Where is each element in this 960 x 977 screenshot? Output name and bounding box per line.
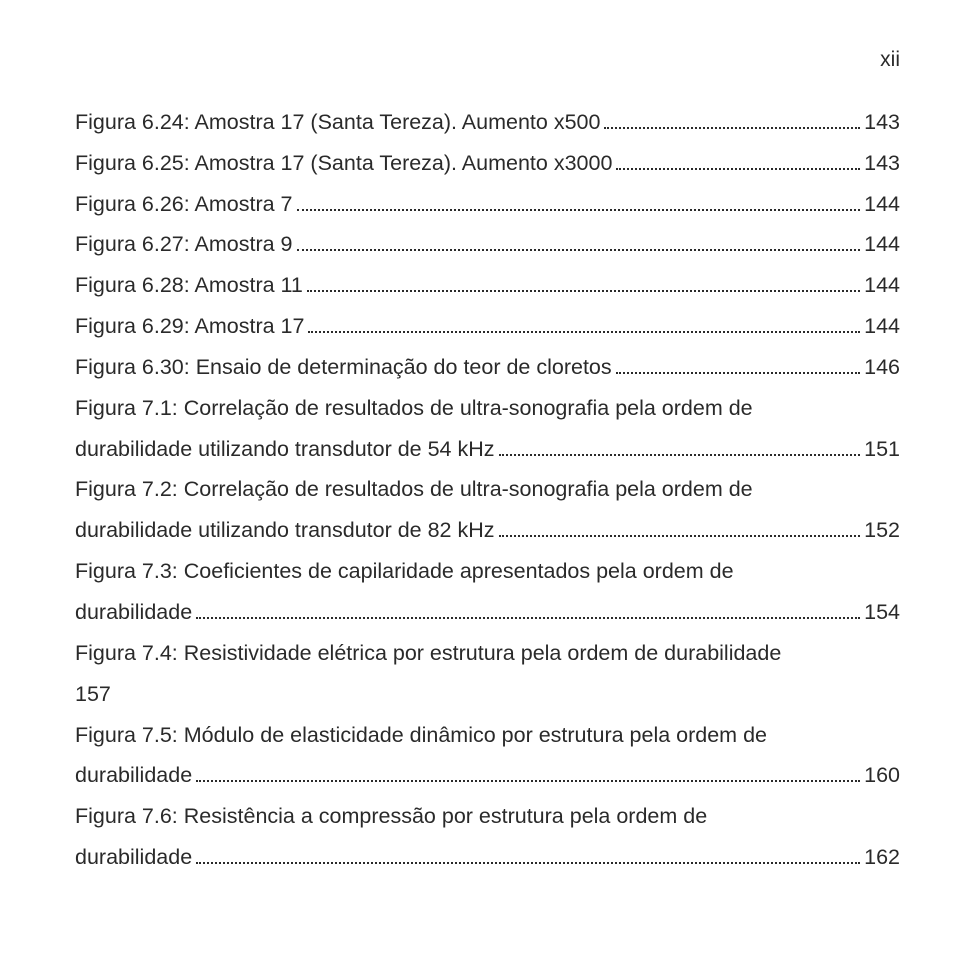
table-of-contents: Figura 6.24: Amostra 17 (Santa Tereza). … <box>75 102 900 878</box>
toc-title: Figura 6.29: Amostra 17 <box>75 306 304 347</box>
toc-leader-dots <box>297 234 861 251</box>
page-number: xii <box>75 40 900 80</box>
toc-entry: Figura 6.30: Ensaio de determinação do t… <box>75 347 900 388</box>
toc-page-number: 143 <box>864 102 900 143</box>
toc-title: Figura 6.30: Ensaio de determinação do t… <box>75 347 612 388</box>
toc-leader-dots <box>308 316 860 333</box>
toc-title-line2: durabilidade <box>75 837 192 878</box>
toc-leader-dots <box>499 520 861 537</box>
toc-page-number: 144 <box>864 184 900 225</box>
toc-title-line1: Figura 7.4: Resistividade elétrica por e… <box>75 633 900 674</box>
toc-entry: durabilidade 154 <box>75 592 900 633</box>
toc-title-line2: durabilidade utilizando transdutor de 82… <box>75 510 495 551</box>
toc-entry: Figura 6.26: Amostra 7 144 <box>75 184 900 225</box>
toc-title-line1: Figura 7.5: Módulo de elasticidade dinâm… <box>75 715 900 756</box>
toc-leader-dots <box>616 357 860 374</box>
toc-leader-dots <box>616 153 860 170</box>
toc-leader-dots <box>196 765 860 782</box>
toc-leader-dots <box>307 275 860 292</box>
toc-entry: durabilidade 162 <box>75 837 900 878</box>
toc-page-number: 162 <box>864 837 900 878</box>
toc-title: Figura 6.25: Amostra 17 (Santa Tereza). … <box>75 143 612 184</box>
toc-leader-dots <box>196 602 860 619</box>
toc-title-line1: Figura 7.2: Correlação de resultados de … <box>75 469 900 510</box>
toc-entry: Figura 6.29: Amostra 17 144 <box>75 306 900 347</box>
toc-title-line1: Figura 7.3: Coeficientes de capilaridade… <box>75 551 900 592</box>
toc-leader-dots <box>297 194 861 211</box>
toc-entry: durabilidade utilizando transdutor de 54… <box>75 429 900 470</box>
toc-page-number: 151 <box>864 429 900 470</box>
toc-leader-dots <box>604 112 860 129</box>
toc-title-line2: durabilidade <box>75 592 192 633</box>
toc-page-number: 144 <box>864 265 900 306</box>
toc-page-number: 152 <box>864 510 900 551</box>
toc-title-line1: Figura 7.1: Correlação de resultados de … <box>75 388 900 429</box>
toc-title: Figura 6.28: Amostra 11 <box>75 265 303 306</box>
toc-title-line1: Figura 7.6: Resistência a compressão por… <box>75 796 900 837</box>
toc-entry: Figura 6.28: Amostra 11 144 <box>75 265 900 306</box>
toc-entry: durabilidade 160 <box>75 755 900 796</box>
toc-page-number: 146 <box>864 347 900 388</box>
toc-page-number: 144 <box>864 306 900 347</box>
toc-page-number: 154 <box>864 592 900 633</box>
toc-entry: Figura 6.24: Amostra 17 (Santa Tereza). … <box>75 102 900 143</box>
toc-leader-dots <box>196 847 860 864</box>
toc-leader-dots <box>499 439 861 456</box>
document-page: xii Figura 6.24: Amostra 17 (Santa Terez… <box>0 0 960 977</box>
toc-title: Figura 6.26: Amostra 7 <box>75 184 293 225</box>
toc-title-line2: durabilidade <box>75 755 192 796</box>
toc-page-number: 143 <box>864 143 900 184</box>
toc-entry: Figura 6.25: Amostra 17 (Santa Tereza). … <box>75 143 900 184</box>
toc-title-line2: 157 <box>75 674 900 715</box>
toc-entry: Figura 6.27: Amostra 9 144 <box>75 224 900 265</box>
toc-page-number: 144 <box>864 224 900 265</box>
toc-title: Figura 6.24: Amostra 17 (Santa Tereza). … <box>75 102 600 143</box>
toc-title-line2: durabilidade utilizando transdutor de 54… <box>75 429 495 470</box>
toc-title: Figura 6.27: Amostra 9 <box>75 224 293 265</box>
toc-page-number: 160 <box>864 755 900 796</box>
toc-entry: durabilidade utilizando transdutor de 82… <box>75 510 900 551</box>
